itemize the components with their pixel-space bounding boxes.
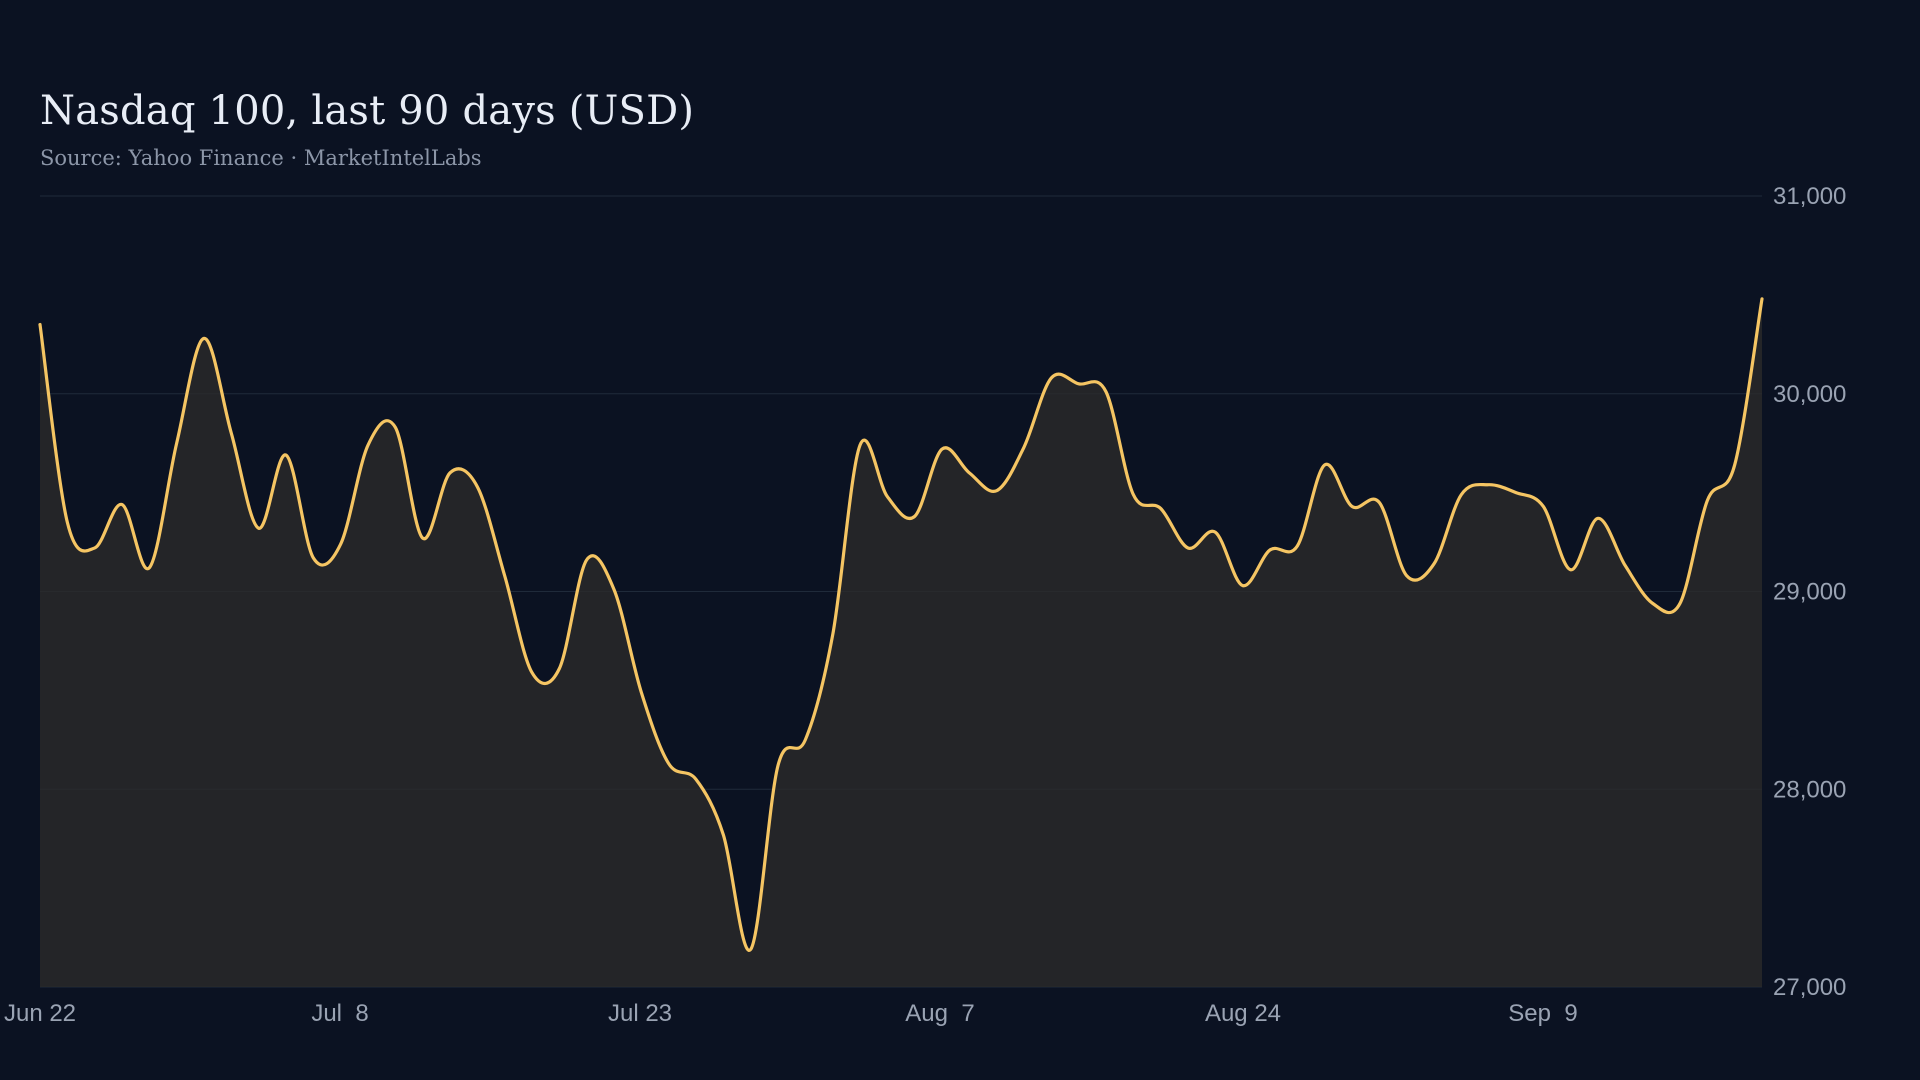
area-fill (40, 298, 1762, 988)
series-line (38, 297, 1764, 952)
y-tick-label: 27,000 (1773, 974, 1846, 1001)
x-tick-label: Jul 23 (608, 1000, 672, 1027)
x-tick-label: Aug 7 (905, 1000, 974, 1027)
y-axis: 31,000 30,000 29,000 28,000 27,000 (1773, 183, 1846, 1001)
y-tick-label: 31,000 (1773, 183, 1846, 210)
x-axis: Jun 22 Jul 8 Jul 23 Aug 7 Aug 24 Sep 9 (4, 1000, 1578, 1027)
chart-subtitle: Source: Yahoo Finance · MarketIntelLabs (40, 146, 482, 170)
x-tick-label: Sep 9 (1508, 1000, 1577, 1027)
chart-title: Nasdaq 100, last 90 days (USD) (40, 88, 695, 134)
x-tick-label: Aug 24 (1205, 1000, 1281, 1027)
y-tick-label: 28,000 (1773, 776, 1846, 803)
x-tick-label: Jun 22 (4, 1000, 76, 1027)
x-tick-label: Jul 8 (311, 1000, 368, 1027)
y-tick-label: 30,000 (1773, 381, 1846, 408)
y-tick-label: 29,000 (1773, 579, 1846, 606)
